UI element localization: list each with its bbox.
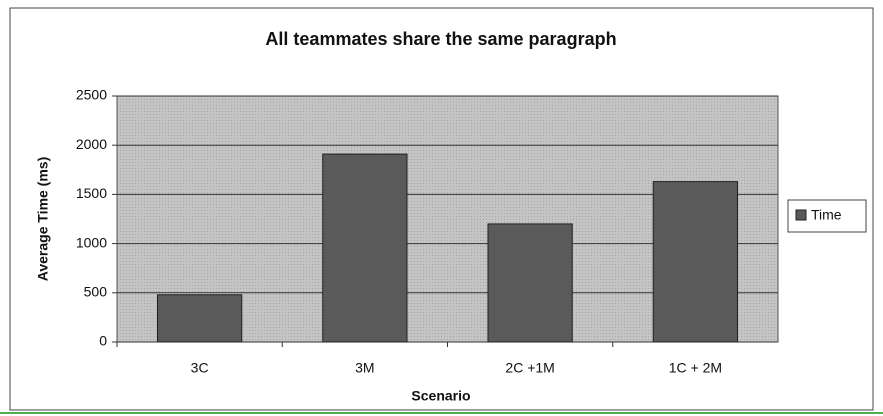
bar xyxy=(652,181,739,343)
bar xyxy=(322,153,408,343)
x-tick-label: 3M xyxy=(355,360,374,376)
x-tick-label: 1C + 2M xyxy=(669,360,722,376)
y-tick-label: 2000 xyxy=(76,136,107,152)
legend-swatch xyxy=(795,209,807,221)
y-tick-label: 500 xyxy=(84,284,108,300)
y-tick-label: 2500 xyxy=(76,87,107,103)
y-tick-label: 1500 xyxy=(76,185,107,201)
y-tick-label: 0 xyxy=(99,333,107,349)
chart-title: All teammates share the same paragraph xyxy=(265,29,616,49)
legend-label: Time xyxy=(811,207,842,223)
bar xyxy=(156,294,243,343)
y-tick-label: 1000 xyxy=(76,234,107,250)
x-axis-label: Scenario xyxy=(411,388,470,404)
bar xyxy=(487,223,573,343)
y-axis-label: Average Time (ms) xyxy=(35,157,51,282)
x-tick-label: 3C xyxy=(191,360,209,376)
x-tick-label: 2C +1M xyxy=(505,360,554,376)
